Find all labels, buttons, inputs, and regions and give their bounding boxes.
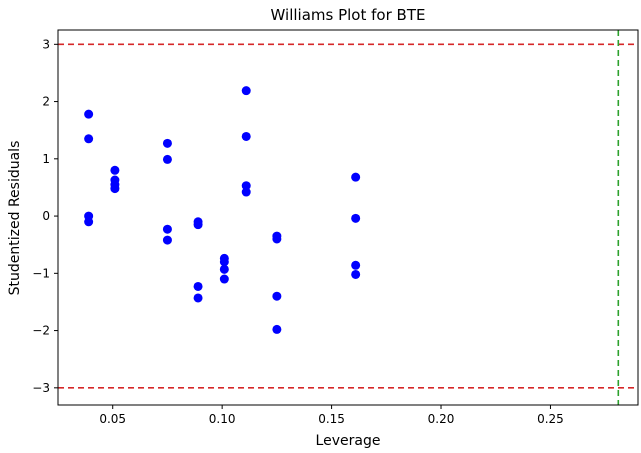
x-tick-label: 0.05 <box>99 412 126 426</box>
data-point-22 <box>241 181 251 191</box>
data-point-18 <box>219 264 229 274</box>
x-tick-label: 0.20 <box>428 412 455 426</box>
data-point-15 <box>193 293 203 303</box>
y-tick-label: 3 <box>42 37 50 51</box>
x-tick-label: 0.10 <box>209 412 236 426</box>
data-point-19 <box>219 274 229 284</box>
data-point-8 <box>162 138 172 148</box>
x-tick-label: 0.15 <box>318 412 345 426</box>
data-point-9 <box>162 154 172 164</box>
data-point-11 <box>162 235 172 245</box>
y-tick-label: −3 <box>32 381 50 395</box>
y-tick-label: −2 <box>32 324 50 338</box>
y-tick-label: 0 <box>42 209 50 223</box>
plot-area <box>58 30 638 405</box>
data-point-23 <box>241 187 251 197</box>
y-tick-label: 2 <box>42 95 50 109</box>
data-point-31 <box>351 269 361 279</box>
data-point-26 <box>272 291 282 301</box>
x-axis-label: Leverage <box>316 433 381 449</box>
data-point-10 <box>162 224 172 234</box>
data-point-29 <box>351 213 361 223</box>
data-point-25 <box>272 234 282 244</box>
data-point-28 <box>351 172 361 182</box>
data-point-1 <box>84 134 94 144</box>
y-tick-label: 1 <box>42 152 50 166</box>
data-point-14 <box>193 281 203 291</box>
x-axis: 0.05 0.10 0.15 0.20 0.25 <box>99 405 564 426</box>
data-point-7 <box>110 184 120 194</box>
data-point-3 <box>84 217 94 227</box>
data-point-17 <box>219 257 229 267</box>
data-point-4 <box>110 165 120 175</box>
y-axis-label: Studentized Residuals <box>7 141 23 296</box>
data-point-27 <box>272 324 282 334</box>
data-point-21 <box>241 131 251 141</box>
y-tick-label: −1 <box>32 266 50 280</box>
chart-title: Williams Plot for BTE <box>271 6 426 24</box>
data-point-13 <box>193 220 203 230</box>
plot-frame <box>57 29 639 406</box>
data-point-20 <box>241 86 251 96</box>
data-point-30 <box>351 260 361 270</box>
data-point-0 <box>84 109 94 119</box>
x-tick-label: 0.25 <box>537 412 564 426</box>
y-axis: −3 −2 −1 0 1 2 3 <box>32 37 58 395</box>
